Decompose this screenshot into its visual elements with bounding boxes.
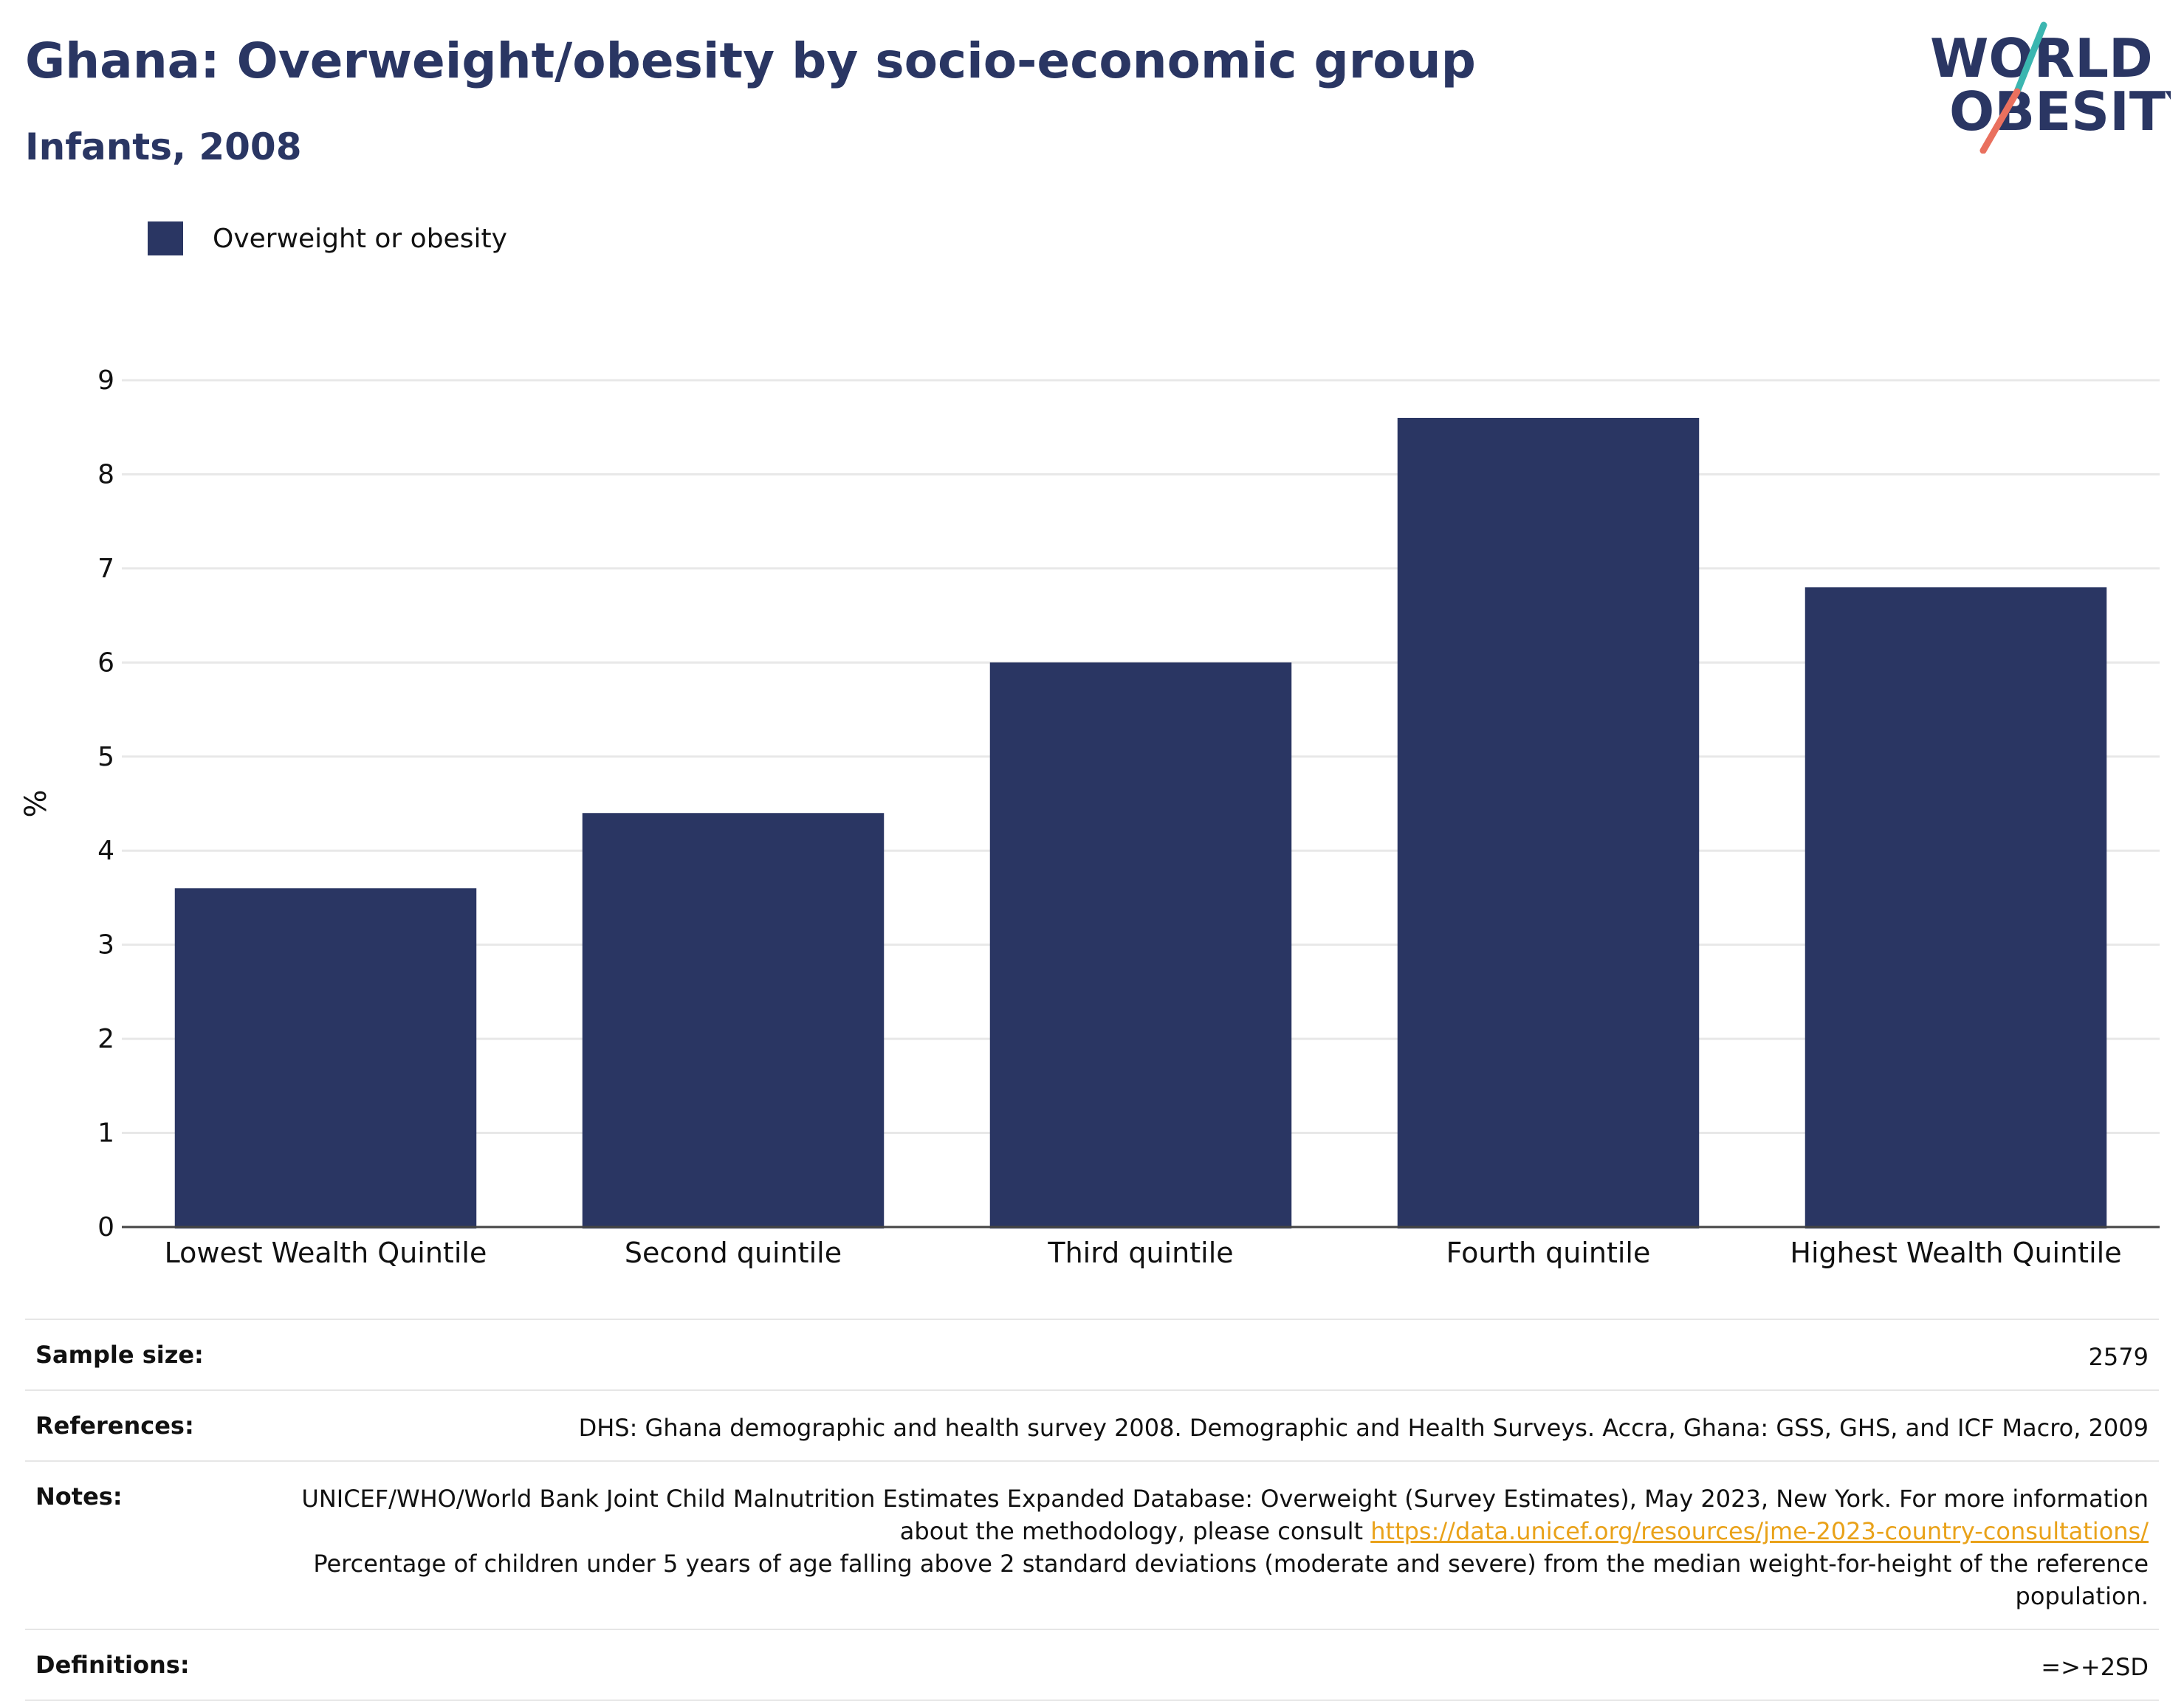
info-table: Sample size: 2579 References: DHS: Ghana…	[25, 1319, 2159, 1701]
logo-line-obesity: OBESITY	[1949, 80, 2171, 142]
definitions-value: =>+2SD	[2041, 1653, 2149, 1681]
chart-title: Ghana: Overweight/obesity by socio-econo…	[25, 32, 1476, 89]
info-row-notes: Notes: UNICEF/WHO/World Bank Joint Child…	[25, 1461, 2159, 1629]
bar	[1397, 417, 1700, 1228]
info-row-sample-size: Sample size: 2579	[25, 1319, 2159, 1390]
legend-label: Overweight or obesity	[213, 223, 507, 254]
notes-link[interactable]: https://data.unicef.org/resources/jme-20…	[1370, 1517, 2149, 1545]
bar-chart: 0 1 2 3 4 5 6 7 8 9 Lowest Wealth Quintile Second q…	[19, 365, 2160, 1269]
y-axis-label: %	[19, 789, 53, 817]
y-tick-label: 4	[97, 836, 114, 866]
x-tick-label: Third quintile	[1047, 1237, 1233, 1269]
notes-value: UNICEF/WHO/World Bank Joint Child Malnut…	[282, 1461, 2159, 1629]
x-tick-label: Lowest Wealth Quintile	[165, 1237, 487, 1269]
bar	[1804, 587, 2107, 1228]
bar	[582, 813, 885, 1228]
info-row-references: References: DHS: Ghana demographic and h…	[25, 1390, 2159, 1461]
y-tick-label: 1	[97, 1118, 114, 1149]
x-tick-label: Second quintile	[625, 1237, 842, 1269]
notes-text-1: UNICEF/WHO/World Bank Joint Child Malnut…	[301, 1485, 2149, 1545]
definitions-label: Definitions:	[35, 1651, 190, 1679]
chart-subtitle: Infants, 2008	[25, 126, 302, 168]
bar	[989, 662, 1292, 1228]
references-value: DHS: Ghana demographic and health survey…	[578, 1414, 2149, 1442]
sample-size-label: Sample size:	[35, 1341, 204, 1369]
notes-text-2: Percentage of children under 5 years of …	[313, 1550, 2149, 1610]
y-tick-label: 2	[97, 1024, 114, 1054]
y-tick-label: 3	[97, 930, 114, 961]
y-tick-label: 7	[97, 554, 114, 584]
y-tick-label: 6	[97, 647, 114, 678]
x-tick-label: Highest Wealth Quintile	[1790, 1237, 2121, 1269]
info-row-definitions: Definitions: =>+2SD	[25, 1629, 2159, 1700]
world-obesity-logo: WORLD OBESITY	[1930, 21, 2171, 154]
chart-legend: Overweight or obesity	[148, 221, 507, 255]
x-tick-label: Fourth quintile	[1446, 1237, 1651, 1269]
y-tick-label: 9	[97, 365, 114, 396]
y-tick-label: 0	[97, 1212, 114, 1243]
y-tick-label: 8	[97, 459, 114, 489]
notes-label: Notes:	[35, 1482, 123, 1511]
sample-size-value: 2579	[2088, 1343, 2149, 1371]
references-label: References:	[35, 1412, 194, 1440]
y-tick-label: 5	[97, 742, 114, 772]
logo-slash-teal	[2013, 21, 2047, 95]
bar	[174, 888, 477, 1228]
logo-slash-coral	[1979, 88, 2021, 154]
legend-swatch	[148, 221, 183, 255]
